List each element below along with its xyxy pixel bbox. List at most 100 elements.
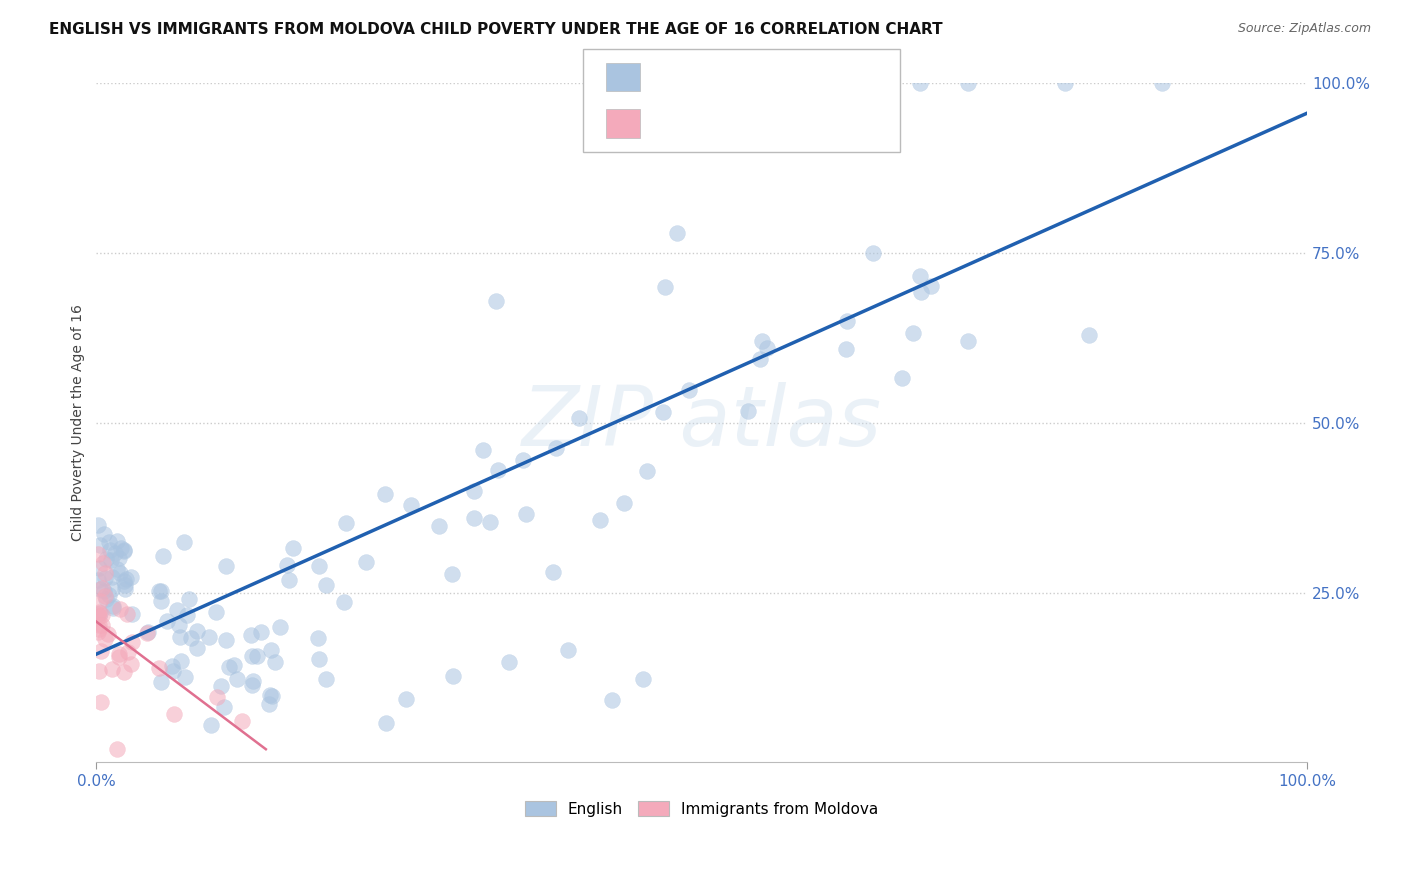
Point <box>485 293 508 308</box>
Text: N =: N = <box>751 115 790 133</box>
Point <box>631 673 654 687</box>
Point <box>89 606 111 620</box>
Point <box>156 614 179 628</box>
Point <box>87 607 110 621</box>
Point <box>920 279 942 293</box>
Point <box>136 625 159 640</box>
Point <box>277 573 299 587</box>
Text: ENGLISH VS IMMIGRANTS FROM MOLDOVA CHILD POVERTY UNDER THE AGE OF 16 CORRELATION: ENGLISH VS IMMIGRANTS FROM MOLDOVA CHILD… <box>49 22 943 37</box>
Point <box>94 566 117 581</box>
Point <box>105 534 128 549</box>
Point <box>169 630 191 644</box>
Point <box>114 582 136 596</box>
Point <box>162 659 184 673</box>
Point <box>200 718 222 732</box>
Text: R =: R = <box>650 115 689 133</box>
Point <box>90 643 112 657</box>
Point <box>557 642 579 657</box>
Point <box>89 582 111 596</box>
Point <box>91 556 114 570</box>
Point <box>87 625 110 640</box>
Point <box>101 662 124 676</box>
Point <box>148 584 170 599</box>
Point <box>515 507 537 521</box>
Point <box>87 547 110 561</box>
Point <box>107 562 129 576</box>
Point <box>215 632 238 647</box>
Point <box>89 594 111 608</box>
Point <box>149 584 172 599</box>
Point <box>374 487 396 501</box>
Text: R =: R = <box>650 68 689 86</box>
Point <box>90 618 112 632</box>
Point <box>90 581 112 595</box>
Point <box>114 577 136 591</box>
Point <box>149 674 172 689</box>
Point <box>112 665 135 679</box>
Point <box>260 643 283 657</box>
Point <box>89 561 111 575</box>
Point <box>120 570 142 584</box>
Point <box>94 551 117 566</box>
Point <box>87 573 110 587</box>
Point <box>215 559 238 574</box>
Point <box>240 628 263 642</box>
Point <box>173 535 195 549</box>
Point <box>269 620 291 634</box>
Point <box>600 692 623 706</box>
Point <box>94 571 117 585</box>
Point <box>427 518 450 533</box>
Point <box>108 650 131 665</box>
Point <box>240 649 263 664</box>
Point <box>117 645 139 659</box>
Point <box>100 552 122 566</box>
Point <box>737 404 759 418</box>
Point <box>546 441 568 455</box>
Point <box>198 630 221 644</box>
Point <box>163 706 186 721</box>
Point <box>98 543 121 558</box>
Point <box>862 246 884 260</box>
Point <box>315 672 337 686</box>
Point <box>91 607 114 622</box>
Point <box>666 226 689 240</box>
Point <box>225 672 247 686</box>
Point <box>441 567 464 582</box>
Point <box>957 334 980 349</box>
Point <box>89 618 111 632</box>
Y-axis label: Child Poverty Under the Age of 16: Child Poverty Under the Age of 16 <box>72 304 86 541</box>
Point <box>652 404 675 418</box>
Point <box>264 655 287 669</box>
Point <box>727 77 749 91</box>
Point <box>335 516 357 530</box>
Point <box>166 603 188 617</box>
Point <box>486 462 509 476</box>
Point <box>115 572 138 586</box>
Point <box>167 617 190 632</box>
Point <box>89 622 111 636</box>
Point <box>103 601 125 615</box>
Point <box>108 602 131 616</box>
Point <box>89 608 111 623</box>
Point <box>395 691 418 706</box>
Point <box>110 541 132 556</box>
Point <box>97 626 120 640</box>
Point <box>205 605 228 619</box>
Point <box>105 742 128 756</box>
Point <box>612 496 634 510</box>
Text: -0.245: -0.245 <box>688 115 752 133</box>
Text: N =: N = <box>751 68 790 86</box>
Point <box>654 280 676 294</box>
Point <box>835 314 858 328</box>
Point <box>498 655 520 669</box>
Point <box>1053 77 1076 91</box>
Point <box>259 688 281 702</box>
Point <box>910 285 932 299</box>
Point <box>186 640 208 655</box>
Point <box>751 334 773 349</box>
Point <box>97 588 120 602</box>
Point <box>176 607 198 622</box>
Point <box>207 690 229 704</box>
Point <box>787 77 810 91</box>
Point <box>589 512 612 526</box>
